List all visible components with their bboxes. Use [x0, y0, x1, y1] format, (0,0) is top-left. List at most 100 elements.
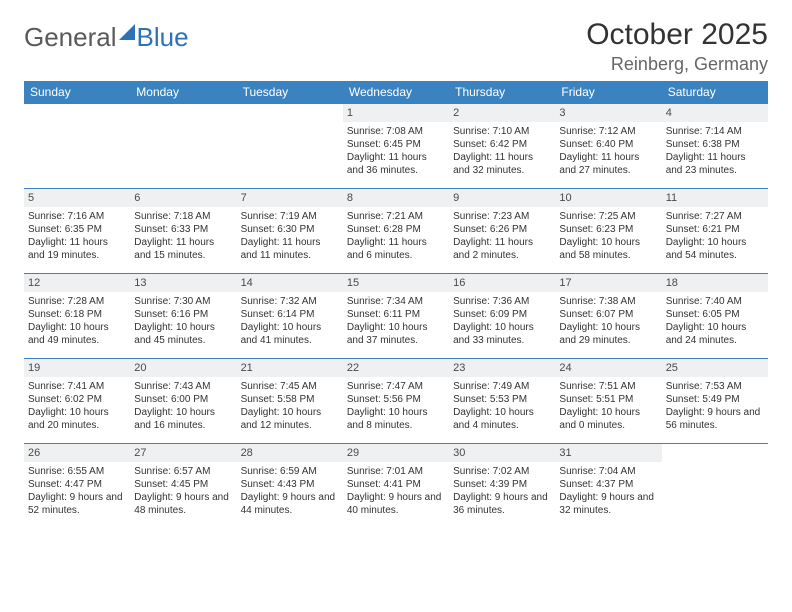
sunset-text: Sunset: 4:41 PM	[347, 478, 445, 491]
day-cell: 19Sunrise: 7:41 AMSunset: 6:02 PMDayligh…	[24, 359, 130, 443]
sunset-text: Sunset: 6:42 PM	[453, 138, 551, 151]
day-cell: 23Sunrise: 7:49 AMSunset: 5:53 PMDayligh…	[449, 359, 555, 443]
week-row: 5Sunrise: 7:16 AMSunset: 6:35 PMDaylight…	[24, 188, 768, 273]
day-number: 18	[662, 274, 768, 292]
day-cell	[24, 104, 130, 188]
day-body: Sunrise: 7:01 AMSunset: 4:41 PMDaylight:…	[343, 462, 449, 522]
daylight-text: Daylight: 11 hours and 2 minutes.	[453, 236, 551, 262]
day-cell: 13Sunrise: 7:30 AMSunset: 6:16 PMDayligh…	[130, 274, 236, 358]
daylight-text: Daylight: 9 hours and 56 minutes.	[666, 406, 764, 432]
sunset-text: Sunset: 6:30 PM	[241, 223, 339, 236]
daylight-text: Daylight: 10 hours and 0 minutes.	[559, 406, 657, 432]
daylight-text: Daylight: 11 hours and 19 minutes.	[28, 236, 126, 262]
day-body: Sunrise: 7:12 AMSunset: 6:40 PMDaylight:…	[555, 122, 661, 182]
day-body: Sunrise: 7:51 AMSunset: 5:51 PMDaylight:…	[555, 377, 661, 437]
day-cell: 17Sunrise: 7:38 AMSunset: 6:07 PMDayligh…	[555, 274, 661, 358]
day-number: 31	[555, 444, 661, 462]
sunset-text: Sunset: 5:51 PM	[559, 393, 657, 406]
day-number: 10	[555, 189, 661, 207]
sunset-text: Sunset: 5:56 PM	[347, 393, 445, 406]
daylight-text: Daylight: 11 hours and 6 minutes.	[347, 236, 445, 262]
day-body: Sunrise: 7:08 AMSunset: 6:45 PMDaylight:…	[343, 122, 449, 182]
daylight-text: Daylight: 10 hours and 37 minutes.	[347, 321, 445, 347]
sunset-text: Sunset: 4:37 PM	[559, 478, 657, 491]
sunset-text: Sunset: 6:00 PM	[134, 393, 232, 406]
daylight-text: Daylight: 11 hours and 27 minutes.	[559, 151, 657, 177]
sunset-text: Sunset: 4:47 PM	[28, 478, 126, 491]
sunset-text: Sunset: 6:05 PM	[666, 308, 764, 321]
daylight-text: Daylight: 9 hours and 48 minutes.	[134, 491, 232, 517]
day-number: 11	[662, 189, 768, 207]
day-body: Sunrise: 7:36 AMSunset: 6:09 PMDaylight:…	[449, 292, 555, 352]
day-cell: 31Sunrise: 7:04 AMSunset: 4:37 PMDayligh…	[555, 444, 661, 528]
day-cell: 11Sunrise: 7:27 AMSunset: 6:21 PMDayligh…	[662, 189, 768, 273]
daylight-text: Daylight: 9 hours and 32 minutes.	[559, 491, 657, 517]
day-cell	[237, 104, 343, 188]
daylight-text: Daylight: 10 hours and 33 minutes.	[453, 321, 551, 347]
daylight-text: Daylight: 10 hours and 49 minutes.	[28, 321, 126, 347]
daylight-text: Daylight: 10 hours and 24 minutes.	[666, 321, 764, 347]
day-body: Sunrise: 7:02 AMSunset: 4:39 PMDaylight:…	[449, 462, 555, 522]
day-number: 14	[237, 274, 343, 292]
day-number	[24, 104, 130, 108]
day-cell: 25Sunrise: 7:53 AMSunset: 5:49 PMDayligh…	[662, 359, 768, 443]
day-number: 16	[449, 274, 555, 292]
day-cell: 26Sunrise: 6:55 AMSunset: 4:47 PMDayligh…	[24, 444, 130, 528]
week-row: 1Sunrise: 7:08 AMSunset: 6:45 PMDaylight…	[24, 103, 768, 188]
daylight-text: Daylight: 10 hours and 16 minutes.	[134, 406, 232, 432]
daylight-text: Daylight: 10 hours and 29 minutes.	[559, 321, 657, 347]
day-cell: 2Sunrise: 7:10 AMSunset: 6:42 PMDaylight…	[449, 104, 555, 188]
sunset-text: Sunset: 6:11 PM	[347, 308, 445, 321]
day-body: Sunrise: 7:43 AMSunset: 6:00 PMDaylight:…	[130, 377, 236, 437]
sunset-text: Sunset: 6:35 PM	[28, 223, 126, 236]
logo-triangle-icon	[119, 24, 135, 40]
day-number: 26	[24, 444, 130, 462]
day-body: Sunrise: 7:45 AMSunset: 5:58 PMDaylight:…	[237, 377, 343, 437]
week-row: 12Sunrise: 7:28 AMSunset: 6:18 PMDayligh…	[24, 273, 768, 358]
day-cell: 12Sunrise: 7:28 AMSunset: 6:18 PMDayligh…	[24, 274, 130, 358]
day-body: Sunrise: 7:27 AMSunset: 6:21 PMDaylight:…	[662, 207, 768, 267]
day-number: 25	[662, 359, 768, 377]
sunset-text: Sunset: 5:49 PM	[666, 393, 764, 406]
day-number: 15	[343, 274, 449, 292]
dayhead-thu: Thursday	[449, 81, 555, 103]
sunrise-text: Sunrise: 7:21 AM	[347, 210, 445, 223]
day-number: 8	[343, 189, 449, 207]
day-number: 2	[449, 104, 555, 122]
day-body: Sunrise: 7:04 AMSunset: 4:37 PMDaylight:…	[555, 462, 661, 522]
day-body: Sunrise: 6:59 AMSunset: 4:43 PMDaylight:…	[237, 462, 343, 522]
day-body: Sunrise: 7:19 AMSunset: 6:30 PMDaylight:…	[237, 207, 343, 267]
day-cell: 10Sunrise: 7:25 AMSunset: 6:23 PMDayligh…	[555, 189, 661, 273]
day-number: 12	[24, 274, 130, 292]
sunset-text: Sunset: 6:09 PM	[453, 308, 551, 321]
week-row: 26Sunrise: 6:55 AMSunset: 4:47 PMDayligh…	[24, 443, 768, 528]
daylight-text: Daylight: 9 hours and 52 minutes.	[28, 491, 126, 517]
sunrise-text: Sunrise: 7:45 AM	[241, 380, 339, 393]
sunset-text: Sunset: 6:07 PM	[559, 308, 657, 321]
daylight-text: Daylight: 10 hours and 41 minutes.	[241, 321, 339, 347]
day-body: Sunrise: 7:25 AMSunset: 6:23 PMDaylight:…	[555, 207, 661, 267]
location: Reinberg, Germany	[586, 54, 768, 75]
weeks-container: 1Sunrise: 7:08 AMSunset: 6:45 PMDaylight…	[24, 103, 768, 528]
day-body: Sunrise: 7:53 AMSunset: 5:49 PMDaylight:…	[662, 377, 768, 437]
daylight-text: Daylight: 11 hours and 23 minutes.	[666, 151, 764, 177]
day-body: Sunrise: 7:16 AMSunset: 6:35 PMDaylight:…	[24, 207, 130, 267]
day-cell: 16Sunrise: 7:36 AMSunset: 6:09 PMDayligh…	[449, 274, 555, 358]
logo-text-blue: Blue	[137, 22, 189, 53]
day-body: Sunrise: 7:32 AMSunset: 6:14 PMDaylight:…	[237, 292, 343, 352]
sunrise-text: Sunrise: 7:25 AM	[559, 210, 657, 223]
sunset-text: Sunset: 4:43 PM	[241, 478, 339, 491]
sunset-text: Sunset: 6:40 PM	[559, 138, 657, 151]
sunset-text: Sunset: 6:14 PM	[241, 308, 339, 321]
month-title: October 2025	[586, 18, 768, 52]
day-cell: 6Sunrise: 7:18 AMSunset: 6:33 PMDaylight…	[130, 189, 236, 273]
day-cell	[130, 104, 236, 188]
daylight-text: Daylight: 11 hours and 32 minutes.	[453, 151, 551, 177]
sunrise-text: Sunrise: 6:57 AM	[134, 465, 232, 478]
daylight-text: Daylight: 9 hours and 36 minutes.	[453, 491, 551, 517]
sunset-text: Sunset: 6:26 PM	[453, 223, 551, 236]
day-number: 7	[237, 189, 343, 207]
day-number: 1	[343, 104, 449, 122]
sunrise-text: Sunrise: 7:43 AM	[134, 380, 232, 393]
day-number: 5	[24, 189, 130, 207]
